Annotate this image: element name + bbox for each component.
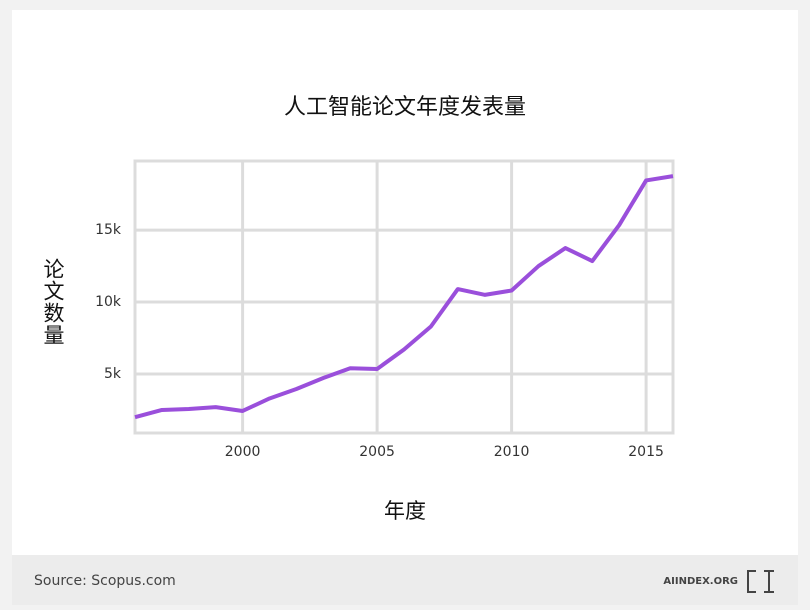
source: Source: Scopus.com (34, 573, 176, 589)
logo (747, 570, 774, 593)
x-tick-label: 2005 (359, 444, 395, 460)
x-axis-label: 年度 (384, 499, 426, 523)
line (134, 174, 674, 420)
chart-title: 人工智能论文年度发表量 (284, 95, 526, 120)
footer (12, 555, 798, 605)
card (12, 10, 798, 555)
x-tick-label: 2010 (494, 444, 530, 460)
y-axis-label: 论文数量 (41, 258, 65, 346)
x-tick-label: 2000 (225, 444, 261, 460)
plot-frame (133, 159, 675, 435)
brand: AIINDEX.ORG (663, 576, 738, 587)
y-tick-label: 10k (95, 294, 122, 310)
y-tick-label: 15k (95, 222, 122, 238)
x-tick-label: 2015 (628, 444, 664, 460)
y-tick-label: 5k (104, 366, 122, 382)
